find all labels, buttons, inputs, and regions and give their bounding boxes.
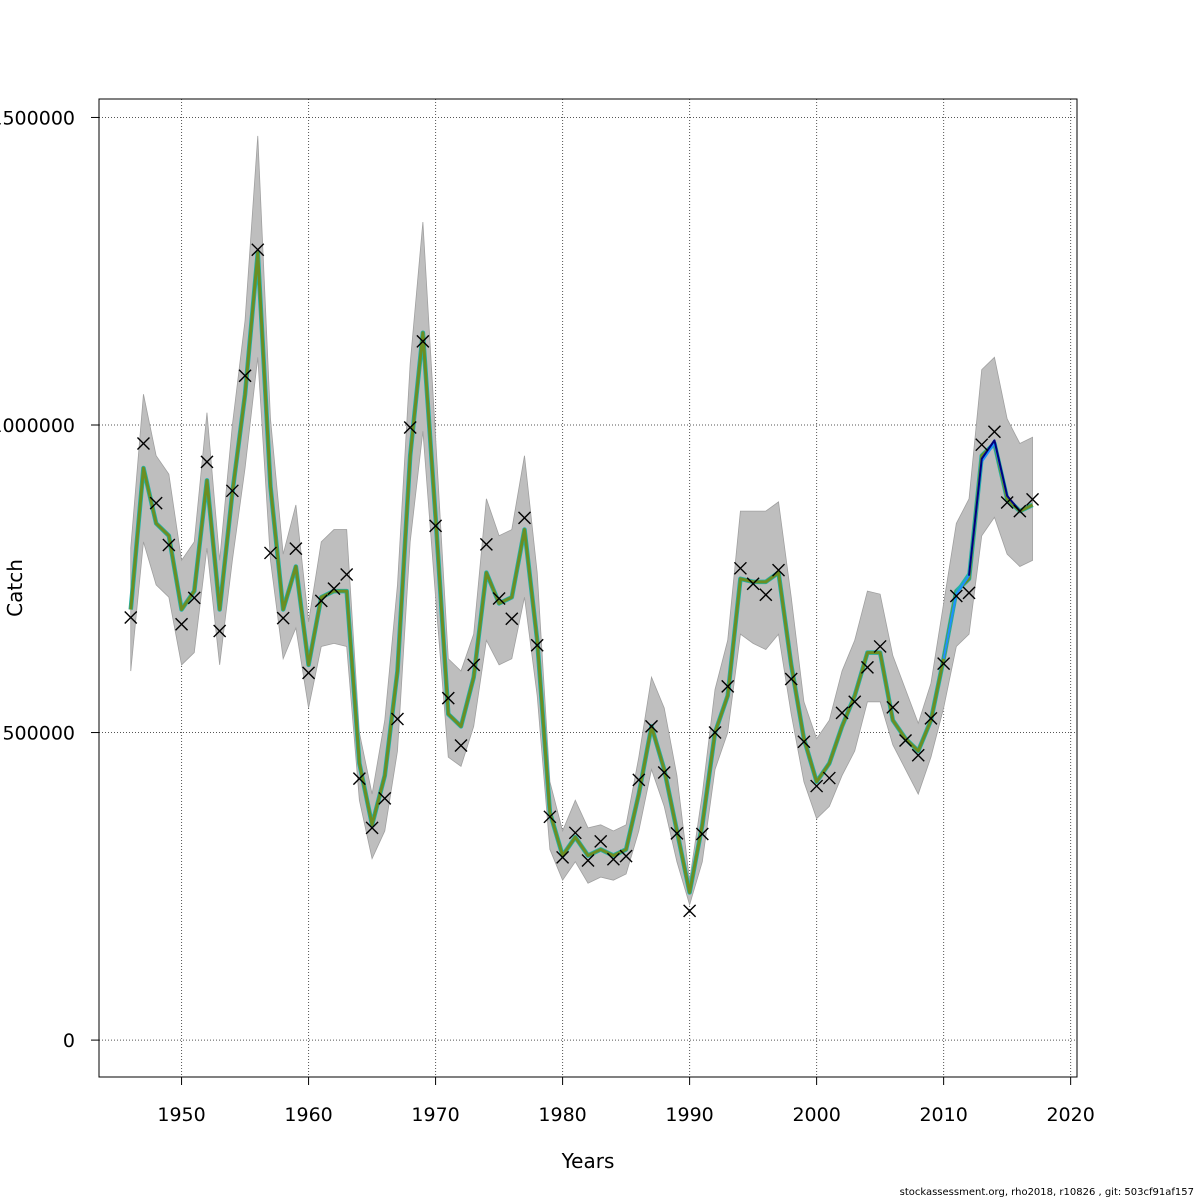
observed-point — [505, 612, 519, 626]
x-axis-title: Years — [561, 1149, 615, 1173]
observed-point — [797, 735, 811, 749]
observed-point — [746, 577, 760, 591]
observed-point — [175, 617, 189, 631]
observed-point — [683, 904, 697, 918]
x-tick-label: 1980 — [538, 1104, 586, 1126]
x-tick-label: 2010 — [919, 1104, 967, 1126]
observed-point — [556, 850, 570, 864]
observed-point — [365, 821, 379, 835]
x-tick-label: 2000 — [792, 1104, 840, 1126]
observed-point — [352, 772, 366, 786]
observed-point — [886, 700, 900, 714]
observed-point — [162, 538, 176, 552]
observed-point — [949, 589, 963, 603]
y-axis-title: Catch — [3, 559, 27, 617]
observed-point — [314, 594, 328, 608]
observed-point — [441, 691, 455, 705]
observed-point — [937, 657, 951, 671]
observed-point — [962, 586, 976, 600]
x-tick-label: 2020 — [1046, 1104, 1094, 1126]
observed-point — [670, 826, 684, 840]
observed-point — [251, 243, 265, 257]
observed-point — [467, 658, 481, 672]
y-tick-label: 0 — [63, 1030, 75, 1052]
observed-point — [340, 567, 354, 581]
observed-point — [606, 852, 620, 866]
x-tick-label: 1960 — [284, 1104, 332, 1126]
series-lines — [128, 250, 1034, 895]
observed-markers — [124, 243, 1040, 918]
y-tick-label: 1000000 — [0, 415, 75, 437]
observed-point — [581, 853, 595, 867]
observed-point — [568, 826, 582, 840]
observed-point — [479, 537, 493, 551]
observed-point — [289, 542, 303, 556]
observed-point — [772, 563, 786, 577]
tick-labels: 1950 1960 1970 1980 1990 2000 2010 2020 0 500000 1… — [0, 107, 1095, 1126]
observed-point — [429, 519, 443, 533]
observed-point — [403, 420, 417, 434]
observed-point — [759, 588, 773, 602]
observed-point — [124, 611, 138, 625]
observed-point — [276, 611, 290, 625]
observed-point — [835, 706, 849, 720]
observed-point — [543, 810, 557, 824]
observed-point — [911, 748, 925, 762]
observed-point — [594, 834, 608, 848]
observed-point — [1026, 492, 1040, 506]
observed-point — [721, 679, 735, 693]
observed-point — [149, 496, 163, 510]
observed-point — [390, 712, 404, 726]
observed-point — [822, 771, 836, 785]
observed-point — [899, 734, 913, 748]
observed-point — [632, 773, 646, 787]
observed-point — [975, 438, 989, 452]
observed-point — [187, 591, 201, 605]
plot-frame — [98, 98, 1078, 1078]
observed-point — [327, 582, 341, 596]
retro-peel-line-3 — [968, 439, 1021, 576]
observed-point — [1013, 504, 1027, 518]
x-tick-label: 1970 — [411, 1104, 459, 1126]
observed-point — [454, 738, 468, 752]
y-tick-label: 1500000 — [0, 107, 75, 129]
x-tick-label: 1990 — [665, 1104, 713, 1126]
observed-point — [924, 711, 938, 725]
observed-point — [263, 546, 277, 560]
observed-point — [136, 436, 150, 450]
observed-point — [733, 561, 747, 575]
observed-point — [848, 695, 862, 709]
observed-point — [810, 779, 824, 793]
observed-point — [987, 425, 1001, 439]
observed-point — [492, 591, 506, 605]
observed-point — [416, 334, 430, 348]
observed-point — [238, 369, 252, 383]
observed-point — [200, 455, 214, 469]
axes — [91, 98, 1078, 1085]
y-tick-label: 500000 — [2, 723, 75, 745]
observed-point — [708, 726, 722, 740]
observed-point — [645, 719, 659, 733]
footer-credit: stockassessment.org, rho2018, r10826 , g… — [899, 1187, 1194, 1198]
observed-point — [225, 484, 239, 498]
observed-point — [1000, 496, 1014, 509]
observed-point — [530, 638, 544, 652]
observed-point — [213, 624, 227, 638]
observed-point — [873, 639, 887, 653]
observed-point — [657, 766, 671, 780]
observed-point — [619, 849, 633, 863]
observed-point — [302, 666, 316, 680]
observed-point — [695, 827, 709, 841]
fit-line — [129, 251, 1034, 894]
observed-point — [517, 511, 531, 525]
observed-point — [784, 672, 798, 686]
observed-point — [860, 660, 874, 674]
observed-point — [378, 791, 392, 805]
x-tick-label: 1950 — [157, 1104, 205, 1126]
